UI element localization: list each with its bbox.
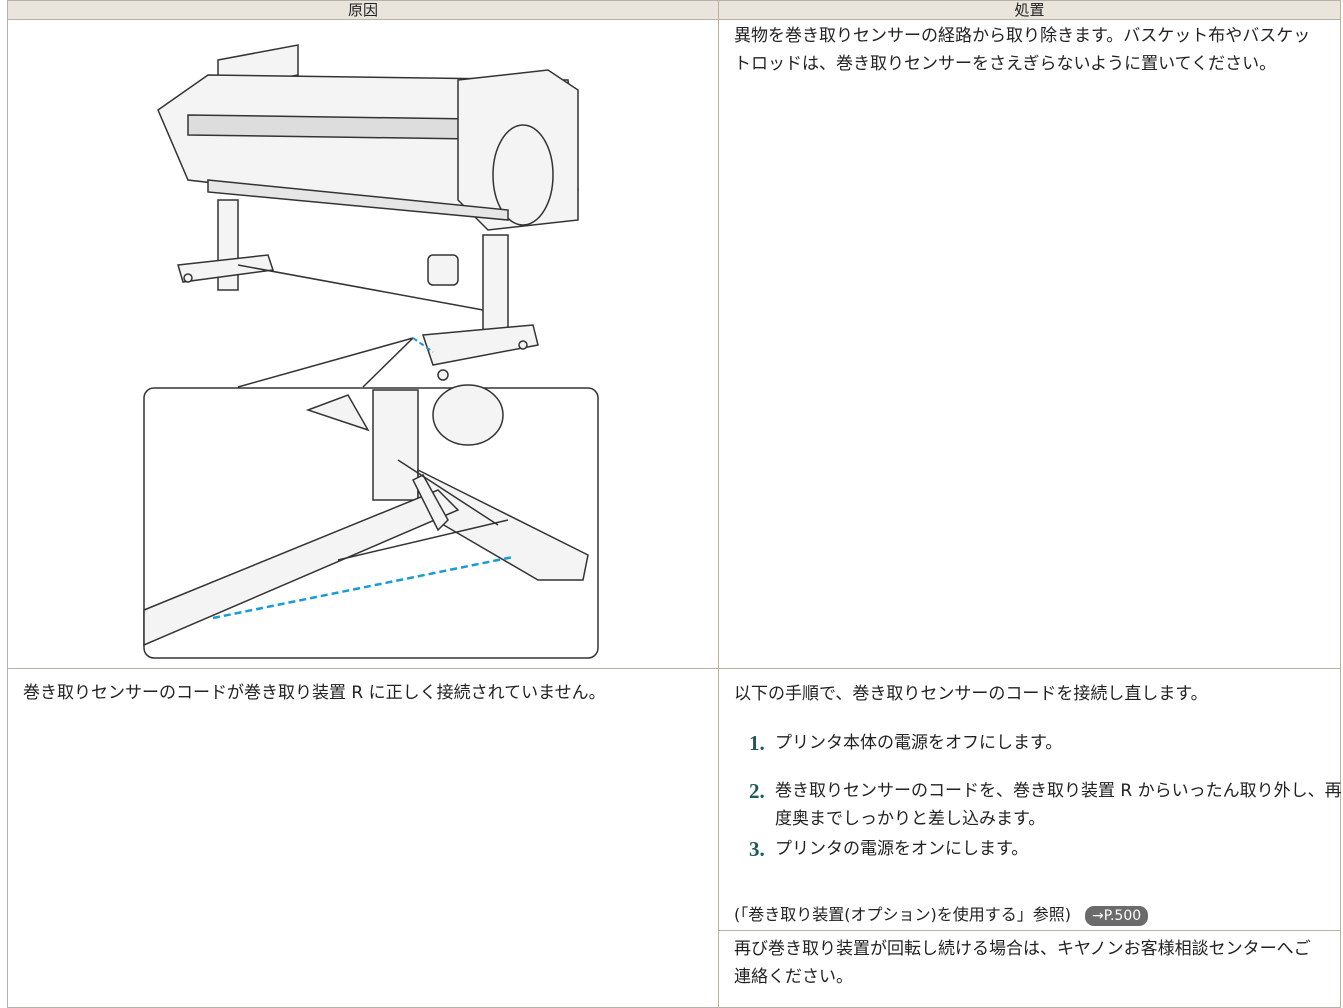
step-number: 1.	[749, 731, 765, 755]
intro-text: 以下の手順で、巻き取りセンサーのコードを接続し直します。	[734, 684, 1208, 704]
step-text: プリンタ本体の電源をオフにします。	[775, 733, 1063, 753]
step-text: 巻き取りセンサーのコードを、巻き取り装置 R からいったん取り外し、再度奥までし…	[775, 781, 1342, 829]
step-number: 3.	[749, 837, 765, 861]
reference: (「巻き取り装置(オプション)を使用する」参照) →P.500	[734, 901, 1149, 929]
cause-cell	[7, 19, 719, 669]
action-cell: 以下の手順で、巻き取りセンサーのコードを接続し直します。 1. プリンタ本体の電源…	[718, 668, 1343, 931]
note-cell: 再び巻き取り装置が回転し続ける場合は、キヤノンお客様相談センターへご連絡ください…	[718, 930, 1341, 1008]
header-text: 処置	[1014, 1, 1045, 19]
action-text: 異物を巻き取りセンサーの経路から取り除きます。バスケット布やバスケットロッドは、…	[734, 26, 1311, 74]
page-link[interactable]: →P.500	[1084, 906, 1149, 926]
step: 3. プリンタの電源をオンにします。	[749, 835, 1343, 863]
step: 1. プリンタ本体の電源をオフにします。	[749, 729, 1343, 757]
step: 2. 巻き取りセンサーのコードを、巻き取り装置 R からいったん取り外し、再度奥ま…	[749, 777, 1343, 833]
step-number: 2.	[749, 779, 765, 803]
header-cell: 原因	[7, 0, 719, 20]
cause-cell: 巻き取りセンサーのコードが巻き取り装置 R に正しく接続されていません。	[7, 668, 719, 1008]
illustration	[143, 44, 599, 659]
action-cell: 異物を巻き取りセンサーの経路から取り除きます。バスケット布やバスケットロッドは、…	[718, 19, 1341, 669]
step-text: プリンタの電源をオンにします。	[775, 839, 1029, 859]
reference-text: (「巻き取り装置(オプション)を使用する」参照)	[734, 905, 1071, 924]
header-cell: 処置	[718, 0, 1341, 20]
note-text: 再び巻き取り装置が回転し続ける場合は、キヤノンお客様相談センターへご連絡ください…	[734, 939, 1311, 987]
cause-text: 巻き取りセンサーのコードが巻き取り装置 R に正しく接続されていません。	[23, 683, 606, 703]
header-text: 原因	[347, 1, 378, 19]
